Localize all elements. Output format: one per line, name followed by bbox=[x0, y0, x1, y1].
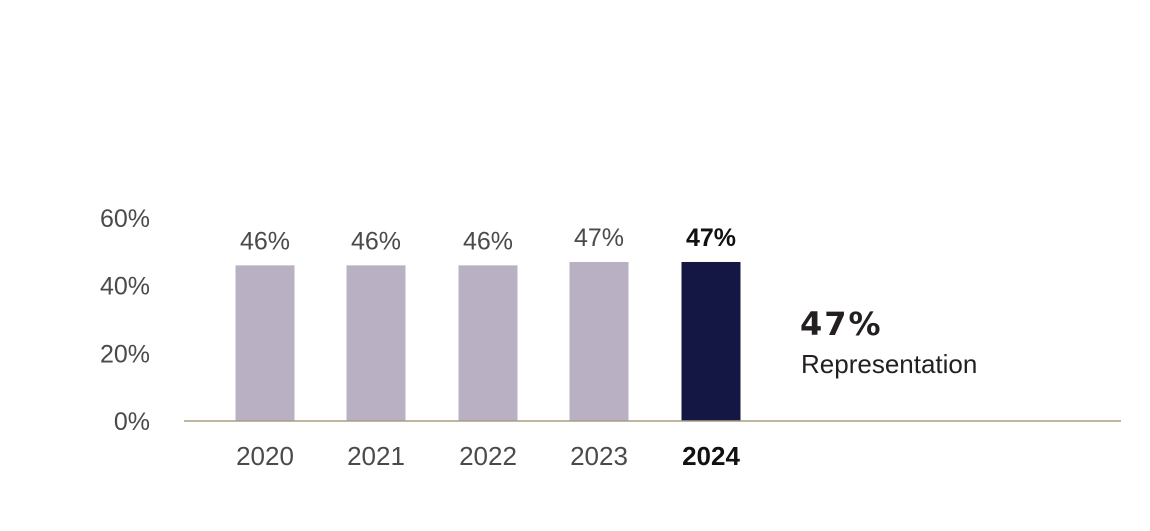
y-tick-label: 60% bbox=[100, 205, 150, 233]
x-tick-label-2023: 2023 bbox=[570, 441, 628, 471]
y-tick-label: 40% bbox=[100, 273, 150, 301]
data-label-2021: 46% bbox=[351, 227, 401, 255]
callout-value: 47% bbox=[800, 305, 883, 343]
data-label-2022: 46% bbox=[463, 227, 513, 255]
x-tick-label-2020: 2020 bbox=[236, 441, 294, 471]
data-label-2020: 46% bbox=[240, 227, 290, 255]
data-label-2024: 47% bbox=[686, 224, 736, 252]
bar-2023 bbox=[569, 261, 629, 421]
bars bbox=[235, 261, 741, 421]
data-labels: 46% 46% 46% 47% 47% bbox=[240, 224, 736, 255]
bar-2020 bbox=[235, 265, 295, 421]
x-tick-label-2021: 2021 bbox=[347, 441, 405, 471]
x-axis: 2020 2021 2022 2023 2024 bbox=[236, 441, 740, 471]
callout: 47% Representation bbox=[800, 305, 977, 379]
bar-2022 bbox=[458, 265, 518, 421]
data-label-2023: 47% bbox=[574, 224, 624, 252]
x-tick-label-2022: 2022 bbox=[459, 441, 517, 471]
bar-2024 bbox=[681, 261, 741, 421]
y-axis: 0% 20% 40% 60% bbox=[100, 205, 150, 436]
bar-2021 bbox=[346, 265, 406, 421]
x-tick-label-2024: 2024 bbox=[682, 441, 740, 471]
y-tick-label: 20% bbox=[100, 340, 150, 368]
y-tick-label: 0% bbox=[114, 408, 150, 436]
callout-label: Representation bbox=[801, 349, 977, 379]
